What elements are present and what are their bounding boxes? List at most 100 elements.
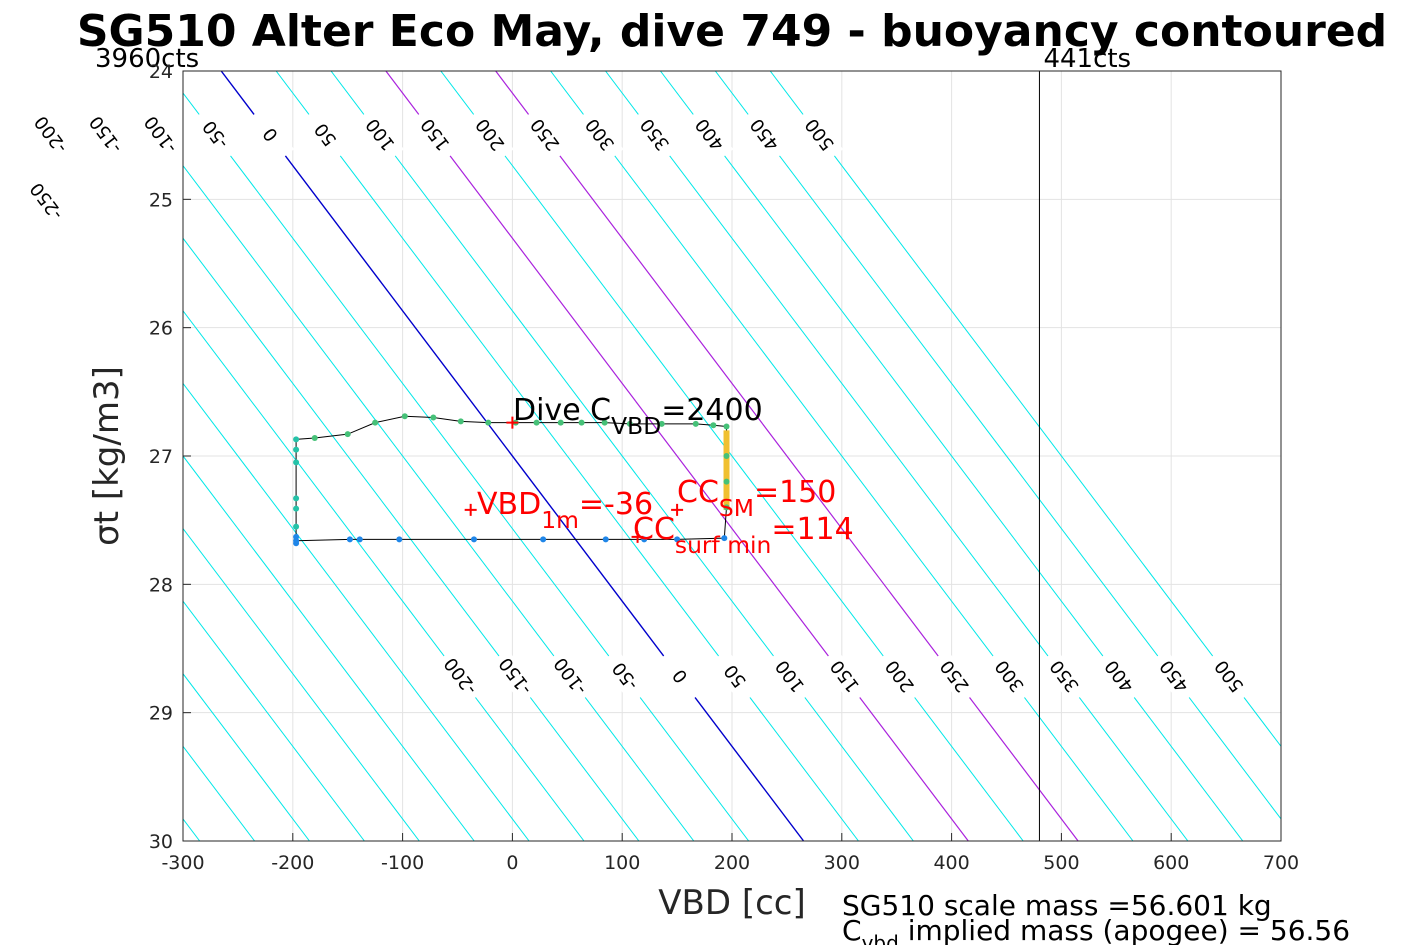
x-tick-label: 400 <box>933 852 969 874</box>
dive-trace-point <box>540 536 547 543</box>
contour-label-bg <box>819 649 869 705</box>
contour-label-bg <box>794 107 844 163</box>
contour-line--450 <box>183 672 310 841</box>
contour-label-bg <box>300 107 350 163</box>
annotation-cc_surf_min: CCsurf min=114 <box>633 512 854 559</box>
dive-trace <box>293 413 730 547</box>
x-tick-label: -300 <box>161 852 204 874</box>
dive-trace-point <box>293 495 300 502</box>
x-tick-label: 200 <box>714 852 750 874</box>
dive-trace-point <box>674 536 681 543</box>
marker-plus <box>464 503 477 516</box>
dive-trace-point <box>723 478 730 485</box>
annotation-vbd_1m: VBD1m=-36 <box>477 487 653 534</box>
dive-trace-point <box>293 436 300 443</box>
dive-trace-point <box>401 413 408 420</box>
contour-line-250 <box>495 71 1079 841</box>
x-tick-label: 600 <box>1153 852 1189 874</box>
contour-label-bg <box>1094 649 1144 705</box>
contour-line--400 <box>183 600 365 841</box>
dive-trace-point <box>602 536 609 543</box>
contour-label-bg <box>21 174 71 230</box>
contour-label-bg <box>80 107 130 163</box>
contour-label-bg <box>190 107 240 163</box>
dive-trace-point <box>710 422 717 429</box>
marker-plus <box>506 416 519 429</box>
buoyancy-contours <box>183 71 1281 841</box>
contour-line--250 <box>183 382 530 841</box>
footer-implied-mass: Cvbd implied mass (apogee) = 56.56 <box>842 914 1350 945</box>
y-tick-label: 25 <box>149 189 173 211</box>
counts-label-left: 3960cts <box>95 44 199 74</box>
y-tick-label: 28 <box>149 574 173 596</box>
contour-line-200 <box>440 71 1024 841</box>
contour-label-bg <box>409 107 459 163</box>
y-tick-label: 29 <box>149 703 173 725</box>
marker-plus <box>671 503 684 516</box>
y-tick-label: 27 <box>149 446 173 468</box>
y-tick-label: 24 <box>149 61 173 83</box>
x-tick-label: -100 <box>381 852 424 874</box>
dive-trace-point <box>396 536 403 543</box>
dive-trace-point <box>293 537 300 544</box>
contour-line-450 <box>714 71 1281 820</box>
contour-label-bg <box>135 107 185 163</box>
contour-label-bg <box>739 107 789 163</box>
dive-trace-point <box>293 459 300 466</box>
y-axis: 24 25 26 27 28 29 30 <box>149 61 191 853</box>
contour-line-150 <box>385 71 969 841</box>
dive-trace-point <box>293 505 300 512</box>
contour-line-350 <box>605 71 1189 841</box>
dive-trace-point <box>626 420 633 427</box>
dive-trace-point <box>457 418 464 425</box>
contour-label-bg <box>1203 649 1253 705</box>
chart-title: SG510 Alter Eco May, dive 749 - buoyancy… <box>77 6 1387 57</box>
contour-line--200 <box>183 309 585 841</box>
x-axis: -300 -200 -100 0 100 200 300 400 500 600 700 <box>161 833 1299 874</box>
x-tick-label: 300 <box>824 852 860 874</box>
contour-label-bg <box>545 649 595 705</box>
dive-trace-point <box>601 419 608 426</box>
contour-line-0 <box>220 71 805 841</box>
annotation-dive_cvbd: Dive CVBD=2400 <box>513 393 763 440</box>
dive-trace-point <box>723 504 730 511</box>
contour-line-500 <box>769 71 1281 748</box>
contour-labels: -400-350-300-250-200-150-100-50050100150… <box>21 107 1253 705</box>
y-tick-label: 26 <box>149 318 173 340</box>
dive-trace-point <box>293 446 300 453</box>
x-tick-label: 700 <box>1263 852 1299 874</box>
contour-label-bg <box>654 649 704 705</box>
dive-trace-point <box>356 536 363 543</box>
dive-trace-point <box>641 536 648 543</box>
dive-trace-point <box>311 435 318 442</box>
contour-label-bg <box>519 107 569 163</box>
contour-line--100 <box>183 164 695 841</box>
x-tick-label: 100 <box>604 852 640 874</box>
contour-line-100 <box>330 71 914 841</box>
contour-label-bg <box>464 107 514 163</box>
contour-label-bg <box>25 107 75 163</box>
contour-label-bg <box>355 107 404 163</box>
annotation-cc_sm: CCSM=150 <box>677 475 836 522</box>
contour-line-300 <box>550 71 1134 841</box>
dive-trace-point <box>658 420 665 427</box>
contour-label-bg <box>984 649 1034 705</box>
dive-trace-point <box>470 536 477 543</box>
dive-trace-point <box>723 453 730 459</box>
contour-label-bg <box>490 649 540 705</box>
dive-trace-point <box>293 523 300 530</box>
contour-label-bg <box>709 649 759 705</box>
dive-trace-point <box>344 431 351 438</box>
x-tick-label: 0 <box>506 852 518 874</box>
dive-trace-point <box>692 420 699 427</box>
contour-line--350 <box>183 527 420 841</box>
contour-label-bg <box>764 649 814 705</box>
dive-trace-point <box>485 419 492 426</box>
markers <box>464 416 684 543</box>
contour-line-400 <box>660 71 1244 841</box>
y-axis-label: σt [kg/m3] <box>87 366 127 546</box>
dive-trace-point <box>723 423 730 430</box>
contour-label-bg <box>629 107 679 163</box>
x-tick-label: 500 <box>1043 852 1079 874</box>
